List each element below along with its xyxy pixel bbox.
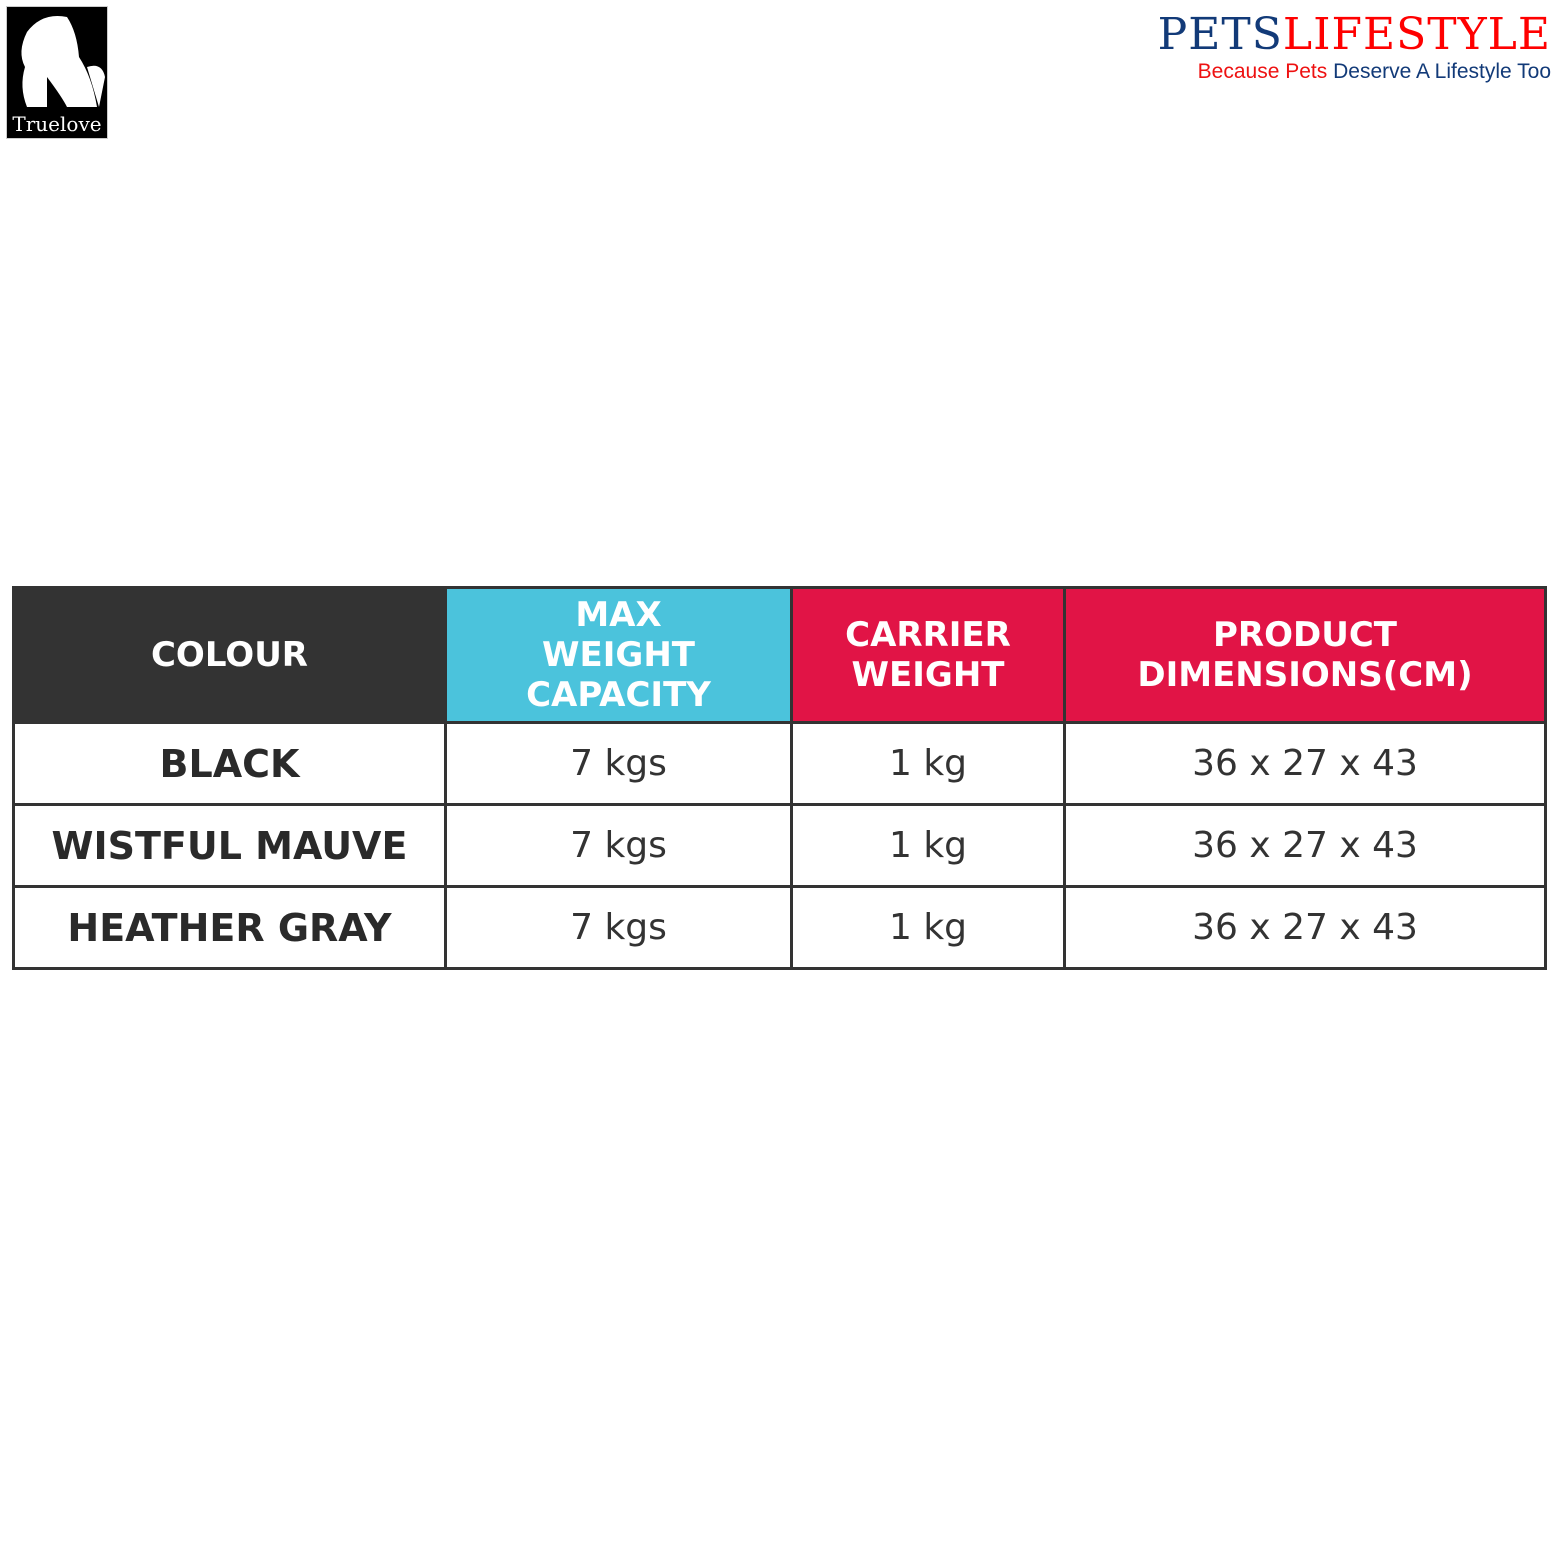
- cell-carrier-weight: 1 kg: [790, 721, 1066, 806]
- table-row: BLACK 7 kgs 1 kg 36 x 27 x 43: [12, 721, 1547, 806]
- cell-colour: WISTFUL MAUVE: [12, 803, 447, 888]
- tagline-red: Because Pets: [1197, 60, 1328, 83]
- cell-carrier-weight: 1 kg: [790, 885, 1066, 970]
- cell-dimensions: 36 x 27 x 43: [1063, 721, 1547, 806]
- cell-max-weight: 7 kgs: [444, 803, 793, 888]
- spec-table: COLOUR MAX WEIGHT CAPACITY CARRIER WEIGH…: [12, 586, 1547, 970]
- logo-pets: PETS: [1157, 9, 1283, 60]
- truelove-logo: Truelove: [6, 6, 108, 139]
- cell-max-weight: 7 kgs: [444, 721, 793, 806]
- cell-dimensions: 36 x 27 x 43: [1063, 803, 1547, 888]
- header-dimensions: PRODUCT DIMENSIONS(CM): [1063, 586, 1547, 724]
- header-max-weight: MAX WEIGHT CAPACITY: [444, 586, 793, 724]
- petslifestyle-logo: PETSLIFESTYLE Because Pets Deserve A Lif…: [1158, 10, 1551, 84]
- dog-icon: [21, 16, 105, 107]
- header-colour: COLOUR: [12, 586, 447, 724]
- cell-dimensions: 36 x 27 x 43: [1063, 885, 1547, 970]
- table-row: HEATHER GRAY 7 kgs 1 kg 36 x 27 x 43: [12, 885, 1547, 970]
- cell-colour: HEATHER GRAY: [12, 885, 447, 970]
- cell-colour: BLACK: [12, 721, 447, 806]
- tagline-blue: Deserve A Lifestyle Too: [1333, 60, 1551, 83]
- cell-max-weight: 7 kgs: [444, 885, 793, 970]
- cell-carrier-weight: 1 kg: [790, 803, 1066, 888]
- header-row: COLOUR MAX WEIGHT CAPACITY CARRIER WEIGH…: [12, 586, 1547, 724]
- table-row: WISTFUL MAUVE 7 kgs 1 kg 36 x 27 x 43: [12, 803, 1547, 888]
- header-carrier-weight: CARRIER WEIGHT: [790, 586, 1066, 724]
- logo-lifestyle: LIFESTYLE: [1282, 9, 1551, 60]
